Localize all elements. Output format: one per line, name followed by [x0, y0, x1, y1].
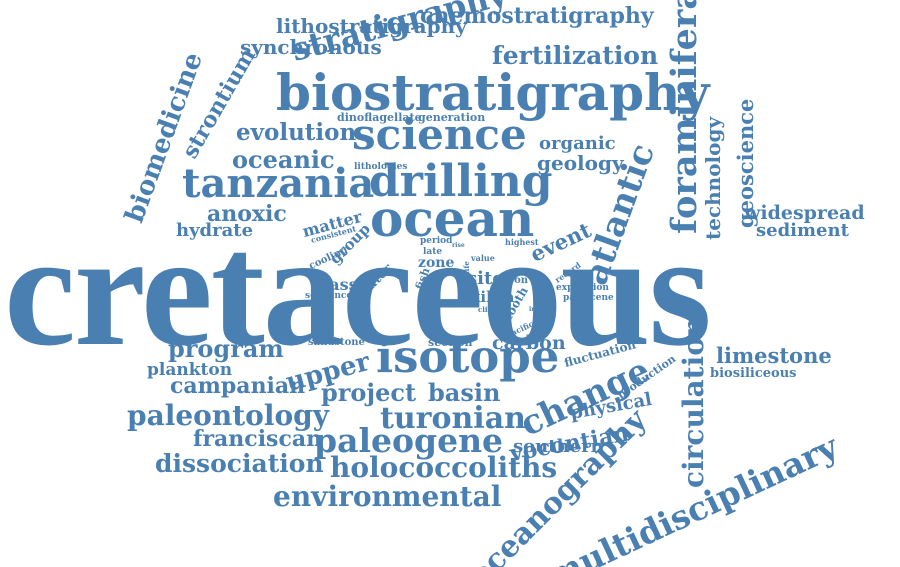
word-section: section — [428, 336, 473, 349]
word-dissociation: dissociation — [155, 449, 324, 478]
word-plankton: plankton — [147, 360, 233, 380]
word-paleogene: paleogene — [314, 421, 504, 460]
word-iron: iron — [505, 275, 529, 286]
word-paleontology: paleontology — [127, 399, 329, 432]
word-late: late — [423, 247, 443, 257]
word-generation: generation — [418, 111, 486, 124]
word-value: value — [471, 253, 495, 263]
word-carbon: carbon — [492, 332, 566, 354]
word-biostratigraphy: biostratigraphy — [276, 63, 710, 122]
word-holococcoliths: holococcoliths — [330, 451, 558, 484]
word-turonian: turonian — [380, 401, 526, 436]
word-evolution: evolution — [236, 119, 357, 146]
word-lithologies: lithologies — [354, 162, 408, 172]
word-kilwa: kilwa — [470, 288, 515, 306]
word-biosiliceous: biosiliceous — [710, 366, 797, 381]
word-technology: technology — [701, 116, 725, 240]
word-widespread: widespread — [744, 202, 865, 224]
word-highest: highest — [505, 237, 539, 247]
word-ocean: ocean — [370, 189, 535, 248]
word-hydrate: hydrate — [176, 220, 254, 241]
word-sandstone: sandstone — [308, 337, 365, 348]
word-sequence: sequence — [305, 291, 353, 301]
word-isotope: isotope — [376, 330, 560, 383]
word-campanian: campanian — [170, 373, 306, 399]
word-paleocene: paleocene — [563, 293, 614, 303]
word-drilling: drilling — [369, 156, 553, 207]
word-cretaceous: cretaceous — [4, 201, 712, 380]
word-zone: zone — [418, 255, 455, 271]
word-franciscan: franciscan — [193, 426, 323, 452]
word-chemostratigraphy: chemostratigraphy — [420, 3, 654, 29]
word-southern: southern — [513, 436, 604, 457]
word-rise: rise — [452, 242, 465, 249]
word-fertilization: fertilization — [492, 41, 659, 70]
word-environmental: environmental — [273, 480, 502, 513]
word-anoxic: anoxic — [207, 201, 287, 227]
word-climatic: climatic — [478, 305, 510, 314]
word-stratigraphy: stratigraphy — [286, 0, 511, 69]
word-expedition: expedition — [556, 283, 609, 293]
word-science: science — [352, 110, 527, 159]
word-dinoflagellate: dinoflagellate — [337, 111, 422, 124]
word-sediment: sediment — [756, 220, 849, 241]
word-indian: indian — [529, 306, 551, 313]
word-synchronous: synchronous — [240, 35, 382, 59]
word-organic: organic — [539, 133, 616, 154]
word-basin: basin — [428, 378, 501, 407]
word-lithostratigraphy: lithostratigraphy — [276, 14, 467, 38]
word-limestone: limestone — [716, 343, 832, 368]
word-circulation: circulation — [677, 316, 710, 488]
word-geology: geology — [537, 151, 624, 175]
word-glassy: glassy — [312, 275, 367, 294]
word-program: program — [168, 334, 284, 363]
word-project: project — [321, 378, 417, 407]
word-tanzania: tanzania — [182, 160, 375, 207]
word-foraminifera: foraminifera — [664, 0, 705, 234]
word-oceanic: oceanic — [232, 145, 335, 174]
word-period: period — [420, 236, 453, 246]
word-site: site — [467, 268, 504, 289]
